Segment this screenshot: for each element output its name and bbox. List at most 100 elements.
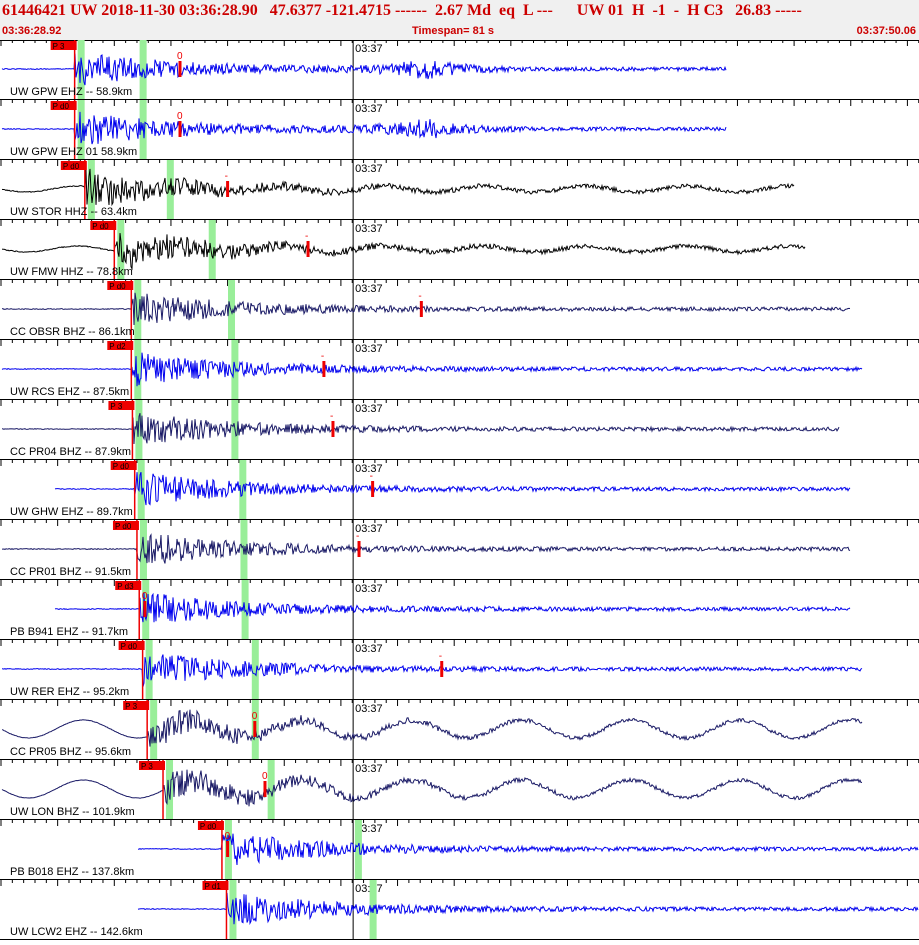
minute-label: 03:37	[355, 283, 383, 295]
p-pick-label: P d0	[200, 822, 217, 831]
coda-window-band	[208, 220, 216, 279]
minute-label: 03:37	[355, 583, 383, 595]
waveform-trace	[1, 53, 727, 86]
coda-window-band	[231, 340, 239, 399]
station-label: UW GHW EHZ -- 89.7km	[10, 506, 133, 518]
p-pick-label: P d0	[113, 462, 130, 471]
coda-window-band	[354, 820, 362, 879]
waveform-trace	[1, 111, 727, 145]
s-marker	[322, 361, 326, 377]
p-pick-box	[50, 41, 77, 50]
p-pick-box	[118, 641, 145, 650]
s-marker-label: 0	[177, 111, 183, 122]
s-marker	[306, 241, 310, 257]
coda-window-band	[251, 640, 259, 699]
s-marker	[226, 841, 230, 857]
p-pick-label: P 3	[141, 762, 153, 771]
seismogram-chart: 03:37 P 3 0 UW GPW EHZ -- 58.9km 03:37 P d0 0 U…	[0, 40, 919, 940]
p-pick-label: P 3	[110, 402, 122, 411]
coda-window-band	[227, 280, 235, 339]
p-pick-label: P d0	[53, 102, 70, 111]
p-pick-label: P 3	[125, 702, 137, 711]
p-pick-box	[112, 521, 139, 530]
station-label: UW LON BHZ -- 101.9km	[10, 806, 135, 818]
minute-label: 03:37	[355, 163, 383, 175]
station-label: UW RER EHZ -- 95.2km	[10, 686, 129, 698]
s-marker	[263, 781, 267, 797]
p-window-band	[77, 40, 85, 99]
station-label: CC PR04 BHZ -- 87.9km	[10, 446, 131, 458]
station-label: UW STOR HHZ -- 63.4km	[10, 206, 137, 218]
minute-label: 03:37	[355, 763, 383, 775]
s-marker	[143, 601, 147, 617]
p-pick-box	[60, 161, 87, 170]
p-pick-label: P 3	[53, 42, 65, 51]
p-pick-box	[90, 221, 117, 230]
waveform-trace	[1, 292, 851, 326]
s-marker-label: 0	[252, 711, 258, 722]
s-marker	[178, 61, 182, 77]
coda-window-band	[240, 520, 248, 579]
minute-label: 03:37	[355, 463, 383, 475]
p-pick-label: P d0	[63, 162, 80, 171]
minute-label: 03:37	[355, 103, 383, 115]
p-window-band	[135, 400, 143, 459]
seismogram-panel: 03:37 P 3 0 UW GPW EHZ -- 58.9km 03:37 P d0 0 U…	[0, 40, 919, 940]
station-label: UW FMW HHZ -- 78.8km	[10, 266, 133, 278]
p-window-band	[166, 760, 174, 819]
s-marker-label: 0	[177, 51, 183, 62]
waveform-trace	[54, 592, 851, 623]
p-window-band	[117, 220, 125, 279]
p-pick-box	[115, 581, 142, 590]
station-label: PB B941 EHZ -- 91.7km	[10, 626, 128, 638]
p-pick-label: P d0	[92, 222, 109, 231]
s-marker	[226, 181, 230, 197]
minute-label: 03:37	[355, 223, 383, 235]
waveform-trace	[1, 168, 795, 207]
minute-label: 03:37	[355, 343, 383, 355]
s-marker-label: -	[370, 471, 373, 482]
p-pick-box	[50, 101, 77, 110]
s-marker-label: -	[330, 411, 333, 422]
p-pick-label: P d0	[109, 282, 126, 291]
station-label: UW GPW EHZ -- 58.9km	[10, 86, 132, 98]
waveform-trace	[1, 233, 806, 271]
p-pick-box	[123, 701, 150, 710]
minute-label: 03:37	[355, 643, 383, 655]
station-label: UW GPW EHZ 01 58.9km	[10, 146, 137, 158]
s-marker-label: -	[439, 651, 442, 662]
coda-window-band	[267, 760, 275, 819]
station-label: CC PR05 BHZ -- 95.6km	[10, 746, 131, 758]
waveform-trace	[1, 412, 840, 445]
station-label: UW LCW2 EHZ -- 142.6km	[10, 926, 143, 938]
waveform-trace	[1, 769, 863, 807]
minute-label: 03:37	[355, 703, 383, 715]
s-marker-label: 0	[225, 831, 231, 842]
waveform-trace	[2, 533, 851, 564]
end-time: 03:37:50.06	[856, 25, 916, 37]
minute-label: 03:37	[355, 523, 383, 535]
waveform-trace	[1, 654, 863, 687]
s-marker	[440, 661, 444, 677]
s-marker-label: -	[305, 231, 308, 242]
waveform-trace	[54, 472, 851, 506]
s-marker	[371, 481, 375, 497]
p-pick-box	[110, 461, 137, 470]
minute-label: 03:37	[355, 883, 383, 895]
minute-label: 03:37	[355, 403, 383, 415]
p-pick-label: P d0	[121, 642, 138, 651]
waveform-trace	[1, 352, 863, 387]
event-header: 61446421 UW 2018-11-30 03:36:28.90 47.63…	[0, 0, 919, 41]
s-marker-label: -	[356, 531, 359, 542]
p-pick-label: P d0	[115, 522, 132, 531]
minute-label: 03:37	[355, 43, 383, 55]
s-marker	[253, 721, 257, 737]
s-marker-label: -	[418, 291, 421, 302]
waveform-trace	[1, 709, 863, 747]
s-marker	[178, 121, 182, 137]
p-pick-box	[139, 761, 166, 770]
s-marker-label: -	[321, 351, 324, 362]
event-summary: 61446421 UW 2018-11-30 03:36:28.90 47.63…	[2, 2, 802, 19]
p-pick-box	[107, 341, 134, 350]
minute-label: 03:37	[355, 823, 383, 835]
